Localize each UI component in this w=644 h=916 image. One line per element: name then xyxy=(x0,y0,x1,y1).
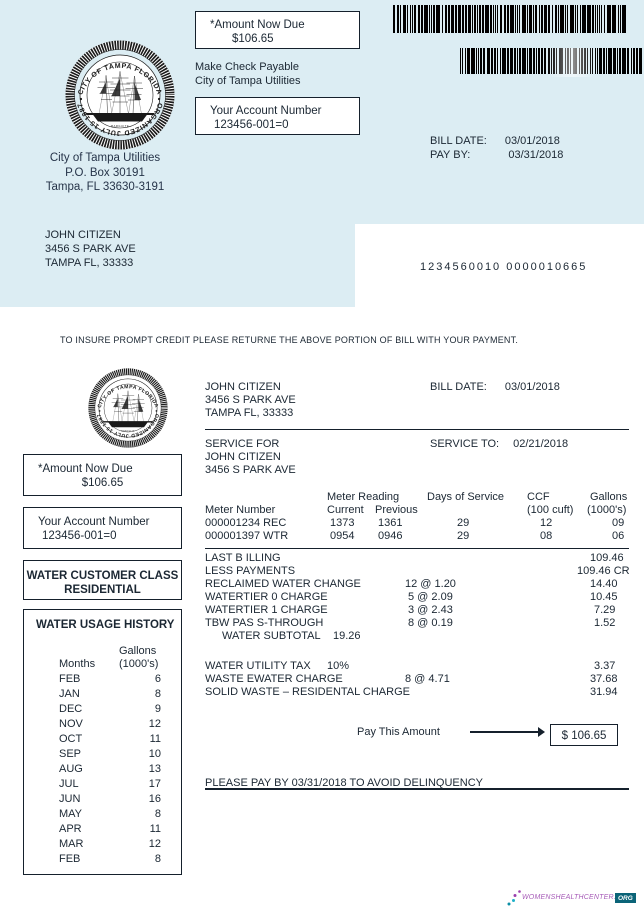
svg-text:MARGUITE: MARGUITE xyxy=(111,124,130,128)
